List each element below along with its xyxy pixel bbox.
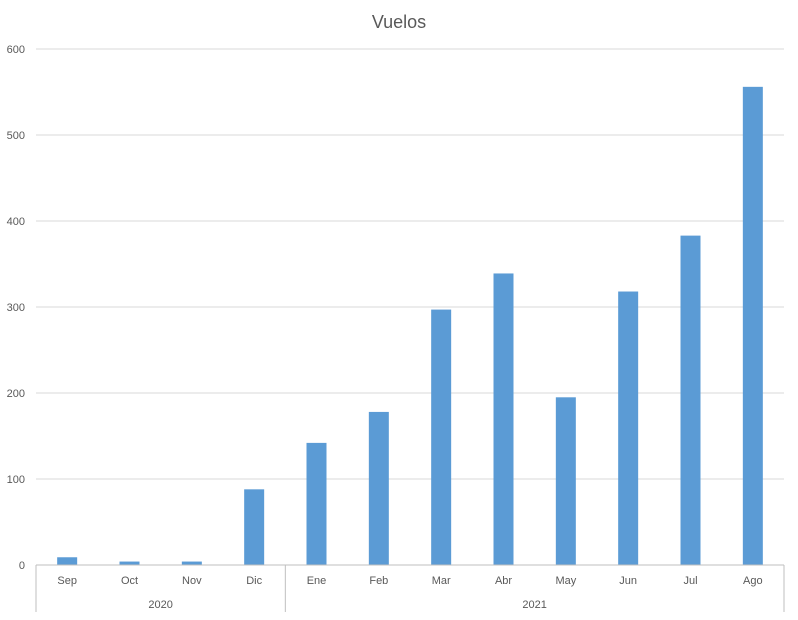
bar-sep bbox=[57, 557, 78, 565]
x-tick-label: Jun bbox=[619, 575, 637, 587]
bar-abr bbox=[493, 273, 514, 565]
x-tick-label: Ene bbox=[307, 575, 327, 587]
chart-title: Vuelos bbox=[372, 12, 426, 32]
bar-oct bbox=[119, 561, 140, 565]
x-tick-label: Oct bbox=[121, 575, 138, 587]
x-tick-label: Feb bbox=[369, 575, 388, 587]
bar-jun bbox=[618, 291, 639, 565]
y-tick-label: 200 bbox=[7, 388, 25, 400]
x-tick-label: Sep bbox=[57, 575, 77, 587]
y-tick-label: 100 bbox=[7, 474, 25, 486]
bar-ene bbox=[306, 442, 327, 565]
y-tick-label: 400 bbox=[7, 216, 25, 228]
bar-jul bbox=[680, 235, 701, 565]
bars bbox=[57, 86, 763, 565]
x-tick-label: Dic bbox=[246, 575, 262, 587]
bar-may bbox=[555, 397, 576, 565]
x-tick-label: Nov bbox=[182, 575, 202, 587]
y-tick-label: 600 bbox=[7, 44, 25, 56]
x-tick-label: Abr bbox=[495, 575, 512, 587]
bar-mar bbox=[431, 309, 452, 565]
y-tick-label: 500 bbox=[7, 130, 25, 142]
grid-lines bbox=[36, 48, 784, 480]
y-tick-label: 300 bbox=[7, 302, 25, 314]
x-tick-label: Ago bbox=[743, 575, 763, 587]
x-tick-label: Mar bbox=[432, 575, 451, 587]
bar-dic bbox=[244, 489, 265, 565]
bar-feb bbox=[368, 411, 389, 565]
group-label: 2020 bbox=[148, 599, 172, 611]
bar-nov bbox=[181, 561, 202, 565]
y-tick-label: 0 bbox=[19, 560, 25, 572]
x-tick-label: May bbox=[555, 575, 576, 587]
y-axis-ticks: 0 100 200 300 400 500 600 bbox=[7, 44, 25, 572]
x-tick-label: Jul bbox=[683, 575, 697, 587]
group-label: 2021 bbox=[522, 599, 546, 611]
bar-ago bbox=[742, 86, 763, 565]
x-axis: Sep Oct Nov Dic Ene Feb Mar Abr May Jun Jul Ago 2020… bbox=[35, 564, 785, 612]
